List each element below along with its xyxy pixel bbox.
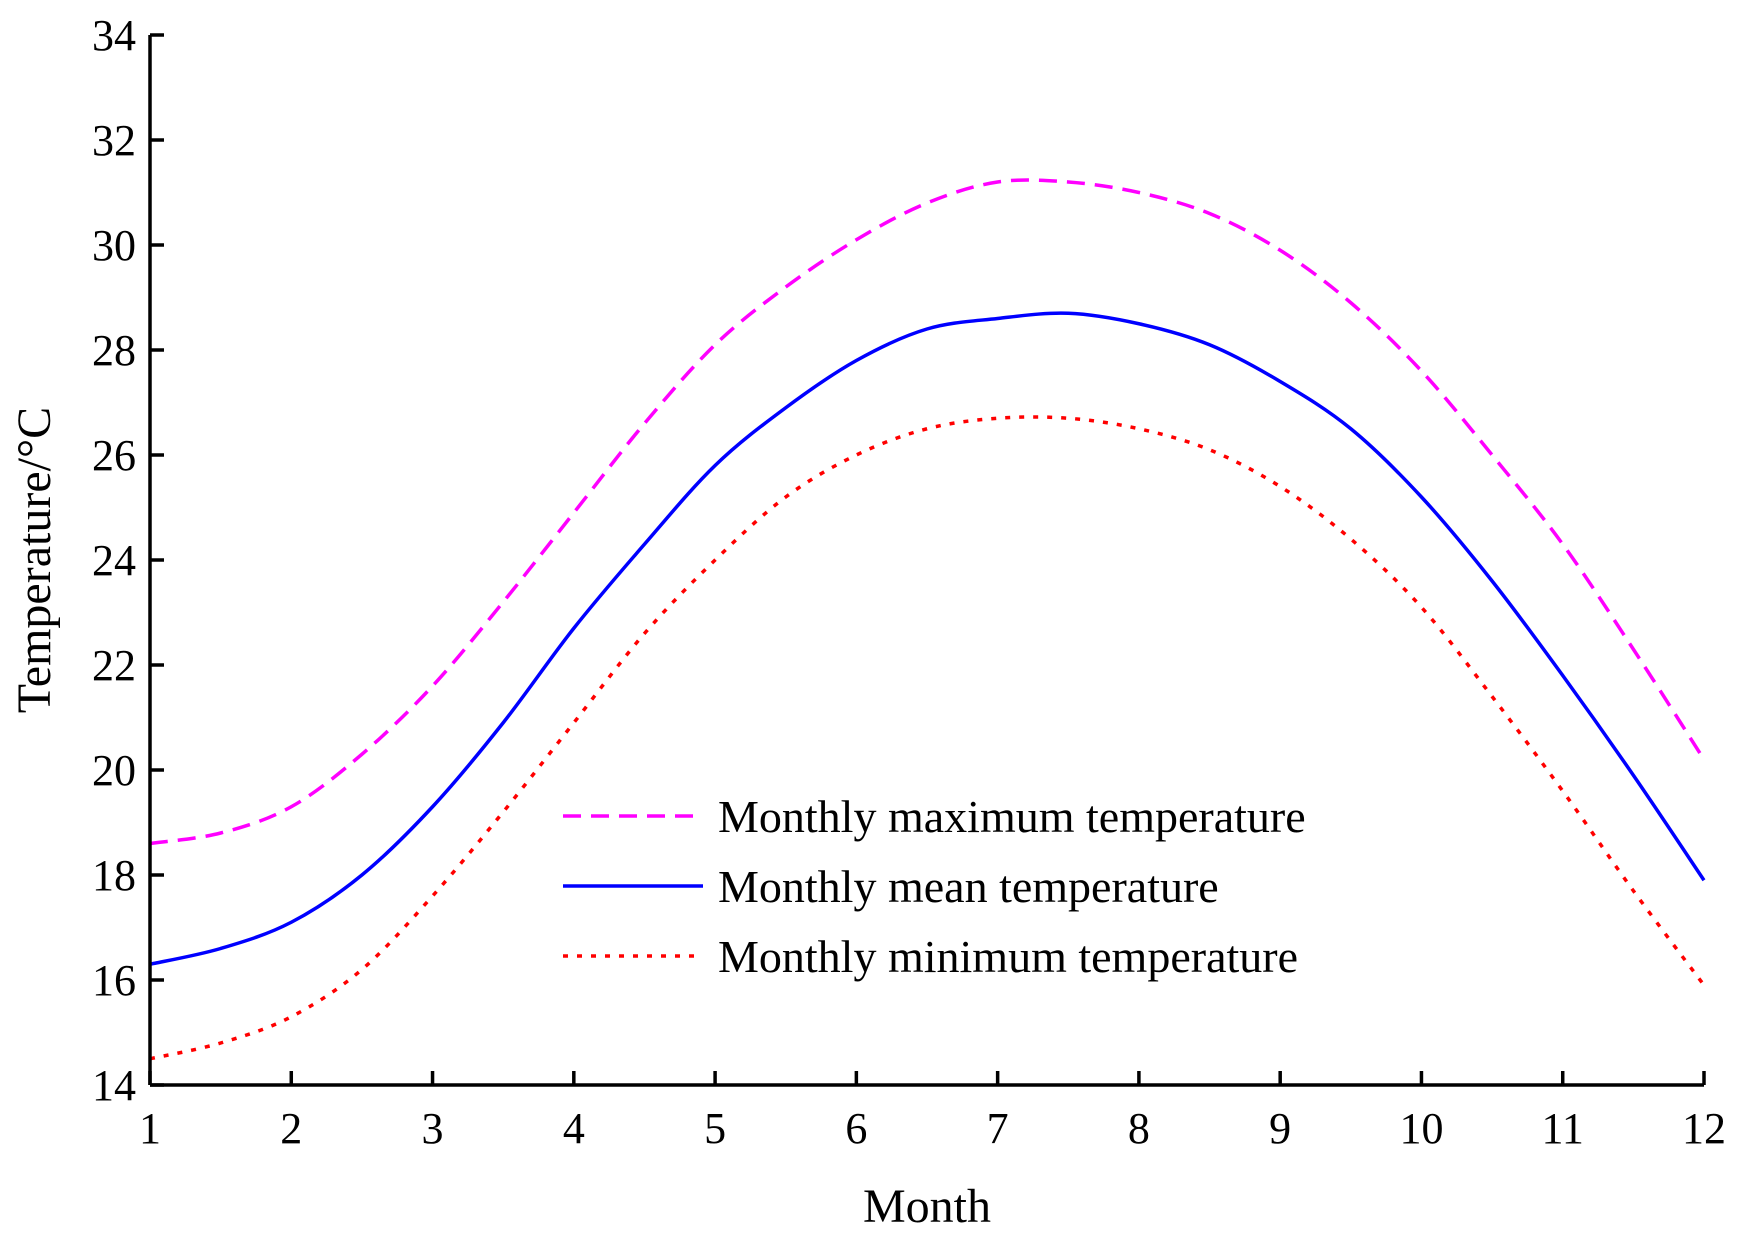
y-axis-title: Temperature/°C bbox=[8, 407, 61, 713]
y-tick-label: 30 bbox=[92, 221, 136, 270]
legend: Monthly maximum temperature Monthly mean … bbox=[563, 791, 1306, 982]
x-tick-label: 12 bbox=[1682, 1104, 1726, 1153]
legend-label: Monthly maximum temperature bbox=[718, 791, 1306, 842]
x-tick-label: 2 bbox=[280, 1104, 302, 1153]
x-tick-label: 11 bbox=[1542, 1104, 1584, 1153]
series-line-3 bbox=[149, 415, 1706, 1061]
y-tick-label: 14 bbox=[92, 1061, 136, 1110]
y-tick-label: 18 bbox=[92, 851, 136, 900]
y-ticks: 14 16 18 20 22 24 26 28 30 32 34 bbox=[92, 11, 164, 1110]
x-tick-label: 9 bbox=[1269, 1104, 1291, 1153]
x-tick-label: 7 bbox=[987, 1104, 1009, 1153]
legend-label: Monthly minimum temperature bbox=[718, 931, 1298, 982]
legend-label: Monthly mean temperature bbox=[718, 861, 1219, 912]
y-tick-label: 22 bbox=[92, 641, 136, 690]
axes bbox=[148, 35, 1704, 1087]
series-line-2 bbox=[149, 311, 1706, 966]
x-tick-label: 1 bbox=[139, 1104, 161, 1153]
x-tick-label: 8 bbox=[1128, 1104, 1150, 1153]
y-tick-label: 20 bbox=[92, 746, 136, 795]
plot-lines bbox=[149, 178, 1706, 1061]
y-tick-label: 28 bbox=[92, 326, 136, 375]
y-tick-label: 34 bbox=[92, 11, 136, 60]
y-tick-label: 16 bbox=[92, 956, 136, 1005]
y-tick-label: 26 bbox=[92, 431, 136, 480]
x-ticks: 1 2 3 4 5 6 7 8 9 10 11 12 bbox=[139, 1071, 1726, 1153]
x-tick-label: 3 bbox=[422, 1104, 444, 1153]
series-line-1 bbox=[149, 178, 1706, 846]
x-tick-label: 5 bbox=[704, 1104, 726, 1153]
y-tick-label: 32 bbox=[92, 116, 136, 165]
y-tick-label: 24 bbox=[92, 536, 136, 585]
x-tick-label: 10 bbox=[1399, 1104, 1443, 1153]
x-axis-title: Month bbox=[863, 1180, 991, 1233]
x-tick-label: 6 bbox=[845, 1104, 867, 1153]
x-tick-label: 4 bbox=[563, 1104, 585, 1153]
